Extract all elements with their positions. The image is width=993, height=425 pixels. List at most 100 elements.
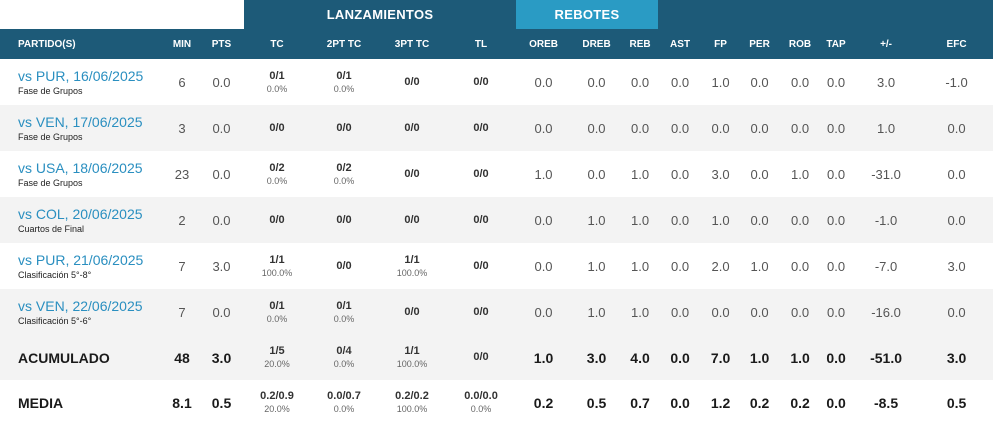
col-header-efc[interactable]: EFC: [920, 29, 993, 59]
per-cell: 0.0: [750, 166, 769, 182]
p3-cell: 1/1 100.0%: [378, 335, 446, 380]
plus-minus-cell: -8.5: [873, 394, 899, 411]
reb-cell: 4.0: [622, 335, 659, 380]
oreb-cell: 0.0: [516, 105, 572, 151]
p3-value: 0/0: [404, 75, 420, 88]
ast-cell: 0.0: [670, 394, 690, 411]
rob-cell: 1.0: [791, 166, 810, 182]
match-link[interactable]: vs COL, 20/06/2025: [18, 205, 143, 222]
fp-cell: 1.2: [710, 394, 731, 411]
match-link[interactable]: vs VEN, 22/06/2025: [18, 297, 143, 314]
fp-cell: 1.0: [711, 74, 730, 90]
col-header-ast[interactable]: AST: [658, 29, 703, 59]
tl-cell: 0/0: [446, 243, 516, 289]
p2-pct: 0.0%: [333, 313, 355, 324]
col-header-games[interactable]: PARTIDO(S): [0, 29, 165, 59]
table-row: vs VEN, 17/06/2025 Fase de Grupos 3 0.0 0…: [0, 105, 993, 151]
min-cell: 23: [174, 166, 190, 182]
p2-cell: 0/4 0.0%: [310, 335, 378, 380]
tl-cell: 0/0: [446, 335, 517, 380]
col-header-tl[interactable]: TL: [446, 29, 517, 59]
min-cell: 48: [165, 335, 199, 380]
oreb-cell: 1.0: [534, 166, 553, 182]
plus-minus-cell: 3.0: [877, 74, 896, 90]
group-header-rebounds: REBOTES: [516, 0, 659, 29]
table-row: vs USA, 18/06/2025 Fase de Grupos 23 0.0 …: [0, 151, 993, 197]
col-header-per[interactable]: PER: [739, 29, 781, 59]
p2-cell: 0/1 0.0%: [310, 59, 378, 105]
p3-value: 0/0: [404, 305, 420, 318]
tap-cell: 0.0: [820, 335, 853, 380]
p3-value: 0.2/0.2: [395, 390, 429, 402]
p2-value: 0/0: [336, 213, 352, 226]
match-link[interactable]: vs USA, 18/06/2025: [18, 159, 143, 176]
efc-cell: 0.0: [920, 105, 993, 151]
p3-value: 0/0: [404, 167, 420, 180]
group-header-blank: [0, 0, 244, 29]
col-header-dreb[interactable]: DREB: [571, 29, 623, 59]
reb-cell: 0.7: [630, 394, 650, 411]
col-header-min[interactable]: MIN: [165, 29, 199, 59]
col-header-pts[interactable]: PTS: [199, 29, 244, 59]
col-header-tap[interactable]: TAP: [820, 29, 853, 59]
tl-cell: 0/0: [446, 151, 516, 197]
tc-pct: 20.0%: [264, 359, 290, 369]
group-header-shots: LANZAMIENTOS: [244, 0, 517, 29]
col-header-fp[interactable]: FP: [702, 29, 740, 59]
plus-minus-cell: -1.0: [852, 197, 921, 243]
p3-value: 0/0: [404, 121, 420, 134]
col-header-reb[interactable]: REB: [622, 29, 659, 59]
pts-cell: 0.0: [199, 289, 244, 335]
tc-cell: 1/1 100.0%: [244, 243, 310, 289]
tc-cell: 0/0: [244, 105, 310, 151]
phase-label: Cuartos de Final: [18, 223, 85, 234]
rob-cell: 0.2: [790, 394, 810, 411]
pts-cell: 0.0: [212, 74, 231, 90]
ast-cell: 0.0: [671, 74, 690, 90]
tc-pct: 0.0%: [266, 83, 288, 94]
tap-cell: 0.0: [827, 74, 846, 90]
tap-cell: 0.0: [827, 258, 846, 274]
pts-cell: 0.0: [199, 197, 244, 243]
reb-cell: 0.0: [630, 74, 650, 90]
tc-cell: 1/5 20.0%: [244, 335, 310, 380]
group-header-row: LANZAMIENTOS REBOTES: [0, 0, 993, 29]
match-link[interactable]: vs PUR, 21/06/2025: [18, 251, 144, 268]
phase-label: Clasificación 5°-6°: [18, 315, 92, 326]
tc-cell: 0/0: [244, 197, 310, 243]
col-header-tc[interactable]: TC: [244, 29, 310, 59]
col-header-plus-minus[interactable]: +/-: [852, 29, 921, 59]
p3-cell: 0/0: [378, 59, 446, 105]
tl-value: 0/0: [473, 121, 489, 134]
efc-cell: -1.0: [945, 74, 968, 90]
match-link[interactable]: vs VEN, 17/06/2025: [18, 113, 143, 130]
tl-value: 0/0: [473, 75, 489, 88]
tl-value: 0/0: [473, 259, 489, 272]
dreb-cell: 0.0: [571, 105, 623, 151]
col-header-2pt[interactable]: 2PT TC: [310, 29, 378, 59]
oreb-cell: 0.0: [516, 289, 572, 335]
min-cell: 7: [165, 289, 199, 335]
tc-pct: 20.0%: [264, 404, 290, 414]
col-header-3pt[interactable]: 3PT TC: [378, 29, 446, 59]
tc-value: 0/0: [269, 121, 285, 134]
oreb-cell: 0.0: [516, 197, 572, 243]
fp-cell: 0.0: [702, 289, 740, 335]
tap-cell: 0.0: [820, 197, 853, 243]
column-header-row: PARTIDO(S) MIN PTS TC 2PT TC 3PT TC TL O…: [0, 29, 993, 59]
p2-cell: 0/0: [310, 243, 378, 289]
tl-cell: 0/0: [446, 289, 517, 335]
col-header-oreb[interactable]: OREB: [516, 29, 572, 59]
tl-value: 0/0: [473, 305, 489, 318]
tl-value: 0/0: [473, 351, 489, 363]
p2-value: 0.0/0.7: [327, 390, 361, 402]
tc-cell: 0/2 0.0%: [244, 151, 310, 197]
min-cell: 8.1: [172, 394, 192, 411]
game-cell: vs VEN, 22/06/2025 Clasificación 5°-6°: [0, 289, 165, 335]
average-row: MEDIA 8.1 0.5 0.2/0.9 20.0% 0.0/0.7 0.0% 0…: [0, 380, 993, 425]
col-header-rob[interactable]: ROB: [780, 29, 821, 59]
match-link[interactable]: vs PUR, 16/06/2025: [18, 67, 144, 84]
game-cell: vs USA, 18/06/2025 Fase de Grupos: [0, 151, 165, 197]
min-cell: 6: [178, 74, 186, 90]
pts-cell: 3.0: [212, 258, 231, 274]
